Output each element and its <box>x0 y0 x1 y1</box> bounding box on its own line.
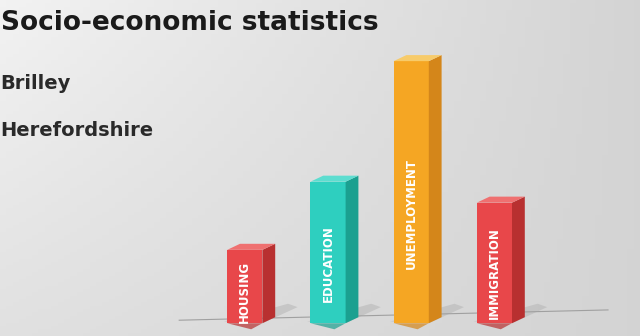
Polygon shape <box>512 197 525 323</box>
Polygon shape <box>390 304 464 323</box>
Polygon shape <box>429 55 442 323</box>
Polygon shape <box>477 203 512 323</box>
Polygon shape <box>262 244 275 323</box>
Polygon shape <box>227 323 262 329</box>
Polygon shape <box>310 323 346 329</box>
Polygon shape <box>227 244 275 250</box>
Text: Herefordshire: Herefordshire <box>1 121 154 140</box>
Polygon shape <box>227 250 262 323</box>
Text: IMMIGRATION: IMMIGRATION <box>488 227 501 319</box>
Text: HOUSING: HOUSING <box>238 261 252 324</box>
Text: UNEMPLOYMENT: UNEMPLOYMENT <box>404 158 418 269</box>
Text: Brilley: Brilley <box>1 74 71 93</box>
Polygon shape <box>477 197 525 203</box>
Text: Socio-economic statistics: Socio-economic statistics <box>1 10 378 36</box>
Polygon shape <box>310 176 358 182</box>
Polygon shape <box>307 304 381 323</box>
Polygon shape <box>346 176 358 323</box>
Polygon shape <box>477 323 512 329</box>
Polygon shape <box>474 304 547 323</box>
Polygon shape <box>224 304 298 323</box>
Polygon shape <box>310 182 346 323</box>
Text: EDUCATION: EDUCATION <box>321 225 335 302</box>
Polygon shape <box>394 61 429 323</box>
Polygon shape <box>394 55 442 61</box>
Polygon shape <box>394 323 429 329</box>
